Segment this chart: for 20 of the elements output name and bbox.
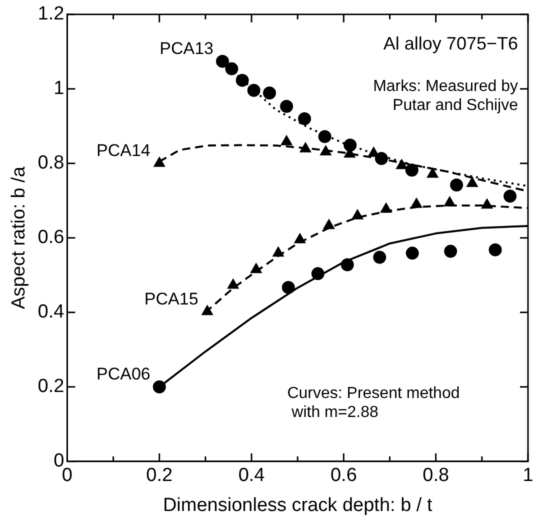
series-label: PCA14: [96, 141, 150, 160]
series-label: PCA06: [96, 364, 150, 384]
x-tick-label: 1: [522, 465, 534, 486]
x-tick-label: 0.2: [146, 465, 173, 486]
x-tick-label: 0.4: [238, 465, 266, 486]
y-tick-label: 0.8: [38, 152, 64, 174]
y-axis-title: Aspect ratio: b /a: [8, 166, 30, 310]
x-axis-title: Dimensionless crack depth: b / t: [162, 494, 433, 516]
annotation: Al alloy 7075−T6: [383, 33, 518, 54]
y-tick-label: 0.2: [38, 376, 64, 398]
y-tick-label: 1.2: [38, 4, 64, 25]
y-tick-label: 0.4: [38, 302, 65, 323]
x-tick-label: 0.6: [330, 465, 357, 486]
x-tick-label: 0.8: [422, 465, 450, 486]
legend-label: PCA13: [160, 39, 214, 58]
annotation: Curves: Present method with m=2.88: [287, 384, 460, 421]
y-tick-label: 0.6: [38, 227, 64, 248]
y-tick-label: 1: [54, 78, 64, 100]
series-label: PCA15: [144, 289, 198, 308]
annotation: Marks: Measured by Putar and Schijve: [373, 78, 518, 114]
